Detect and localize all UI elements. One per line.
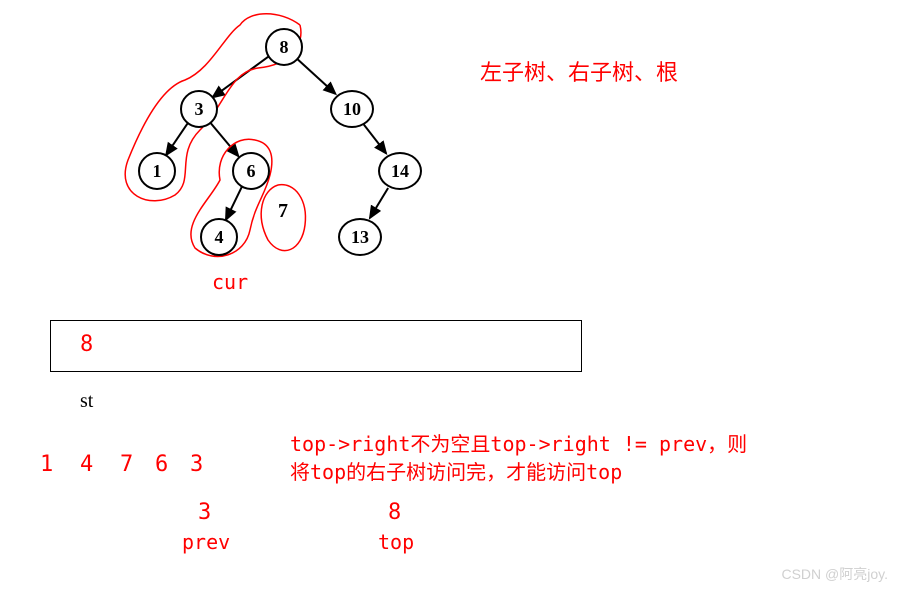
- missing-node-7: 7: [278, 200, 288, 223]
- sequence-item: 7: [120, 452, 133, 477]
- sequence-item: 1: [40, 452, 53, 477]
- explain-line2: 将top的右子树访问完，才能访问top: [290, 456, 622, 485]
- tree-node-8: 8: [265, 28, 303, 66]
- tree-node-14: 14: [378, 152, 422, 190]
- traversal-order-title: 左子树、右子树、根: [480, 55, 678, 87]
- tree-node-6: 6: [232, 152, 270, 190]
- sequence-item: 4: [80, 452, 93, 477]
- edge-n8-n3: [213, 57, 269, 98]
- stack-content: 8: [80, 332, 93, 357]
- tree-node-13: 13: [338, 218, 382, 256]
- tree-node-1: 1: [138, 152, 176, 190]
- sequence-item: 6: [155, 452, 168, 477]
- edge-n6-n4: [226, 186, 242, 220]
- sequence-item: 3: [190, 452, 203, 477]
- edge-n3-n6: [210, 122, 239, 156]
- cur-label: cur: [212, 270, 248, 294]
- tree-node-3: 3: [180, 90, 218, 128]
- prev-label: prev: [182, 530, 230, 554]
- top-label: top: [378, 530, 414, 554]
- tree-node-4: 4: [200, 218, 238, 256]
- tree-node-10: 10: [330, 90, 374, 128]
- prev-value: 3: [198, 500, 211, 525]
- watermark: CSDN @阿亮joy.: [781, 564, 888, 584]
- explain-line1: top->right不为空且top->right != prev，则: [290, 428, 747, 457]
- top-value: 8: [388, 500, 401, 525]
- stack-box: [50, 320, 582, 372]
- edge-n14-n13: [370, 188, 388, 218]
- edge-n3-n1: [166, 123, 188, 155]
- stack-label: st: [80, 390, 93, 413]
- edge-n10-n14: [364, 125, 386, 154]
- edge-n8-n10: [296, 58, 335, 94]
